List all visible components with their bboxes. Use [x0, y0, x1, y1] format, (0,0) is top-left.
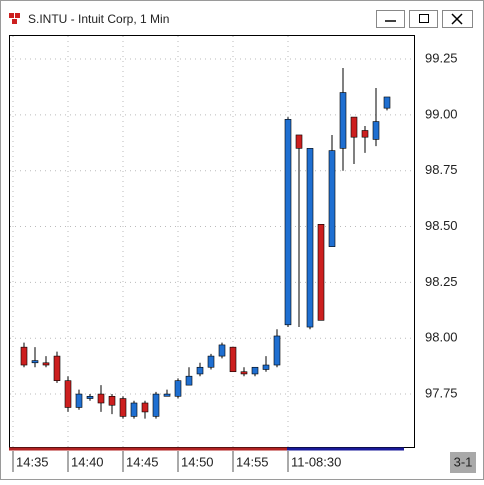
y-tick-label: 99.25 [425, 50, 458, 65]
window-title: S.INTU - Intuit Corp, 1 Min [28, 12, 169, 26]
y-tick-label: 98.25 [425, 274, 458, 289]
y-tick-label: 98.00 [425, 330, 458, 345]
candle-body [339, 92, 347, 149]
close-button[interactable] [442, 10, 473, 28]
x-tick-label: 14:55 [236, 454, 269, 469]
candle-body [306, 148, 314, 328]
corner-label: 3-1 [454, 454, 473, 469]
plot-area [9, 35, 415, 448]
candle-body [383, 96, 391, 109]
y-tick-label: 99.00 [425, 106, 458, 121]
candle-body [130, 402, 138, 417]
candle-body [97, 393, 105, 404]
candle-body [185, 375, 193, 386]
candle-body [196, 366, 204, 375]
x-tick-label: 14:50 [181, 454, 214, 469]
candle-body [20, 346, 28, 366]
candle-body [31, 360, 39, 364]
maximize-button[interactable] [409, 10, 438, 28]
candle-body [42, 362, 50, 366]
candle-body [64, 380, 72, 408]
candle-body [328, 150, 336, 247]
candle-body [119, 398, 127, 417]
candle-body [53, 355, 61, 381]
candle-body [262, 364, 270, 370]
candle-body [350, 116, 358, 138]
minimize-button[interactable] [376, 10, 405, 28]
candle-body [240, 371, 248, 375]
candle-body [229, 346, 237, 373]
candle-body [174, 380, 182, 397]
candle-body [75, 393, 83, 408]
y-tick-label: 98.75 [425, 162, 458, 177]
y-tick-label: 98.50 [425, 218, 458, 233]
x-tick-label: 14:45 [126, 454, 159, 469]
candle-body [284, 119, 292, 326]
candle-body [218, 344, 226, 357]
candle-body [141, 402, 149, 413]
candle-body [361, 130, 369, 138]
candle-body [295, 134, 303, 149]
x-tick-label: 14:40 [71, 454, 104, 469]
candle-body [152, 393, 160, 417]
y-tick-label: 97.75 [425, 385, 458, 400]
candle-body [163, 393, 171, 397]
candle-body [207, 355, 215, 368]
candle-body [273, 335, 281, 366]
candle-body [108, 395, 116, 406]
corner-box[interactable] [450, 452, 476, 473]
candle-body [251, 366, 259, 375]
candle-body [86, 395, 94, 399]
candle-body [317, 224, 325, 321]
app-icon [9, 13, 20, 24]
candle-body [372, 121, 380, 140]
x-tick-label: 14:35 [16, 454, 49, 469]
x-tick-label: 11-08:30 [291, 454, 341, 469]
